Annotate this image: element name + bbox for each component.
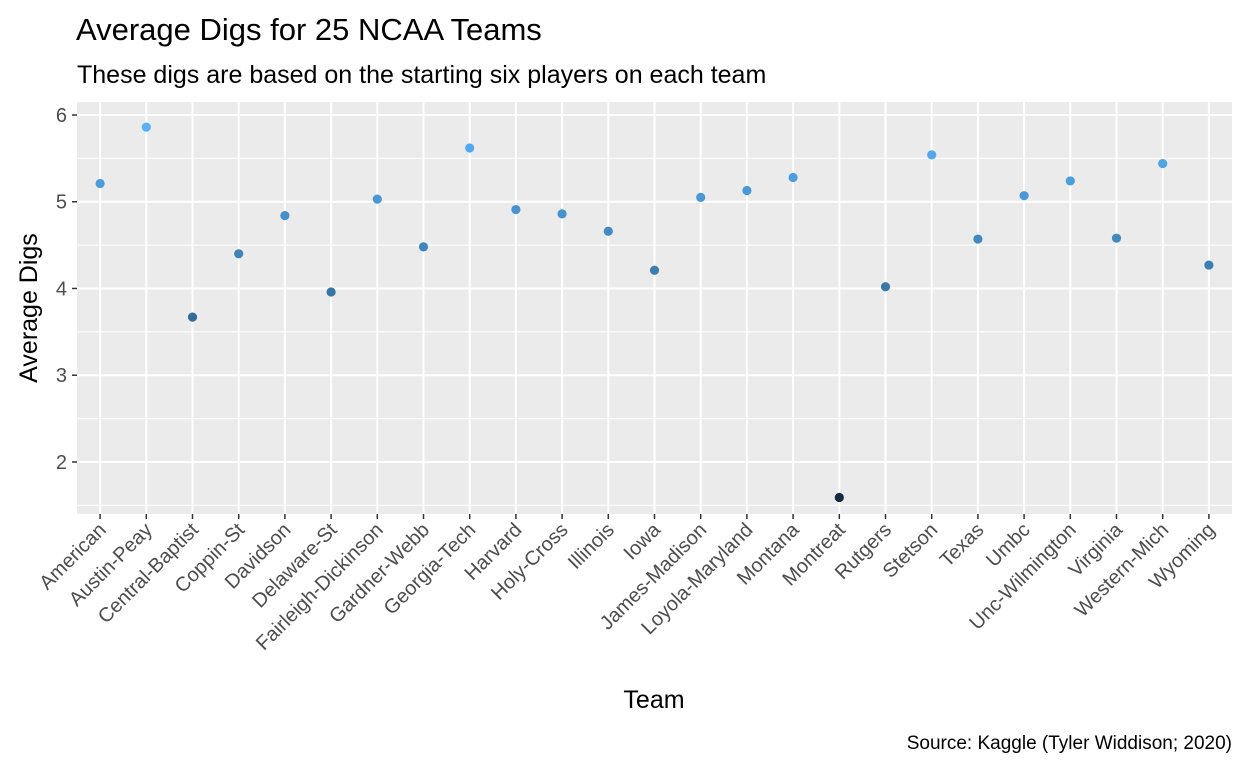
data-points <box>95 122 1214 503</box>
x-tick-label-illinois: Illinois <box>564 519 619 574</box>
point-virginia <box>1111 233 1122 243</box>
y-tick-label-0: 2 <box>56 452 67 474</box>
point-delaware-st <box>326 287 336 297</box>
point-montreat <box>834 492 844 503</box>
point-central-baptist <box>187 312 198 322</box>
point-coppin-st <box>234 249 244 259</box>
chart-caption: Source: Kaggle (Tyler Widdison; 2020) <box>907 733 1232 754</box>
point-montana <box>788 172 798 183</box>
y-tick-label-4: 6 <box>56 105 67 127</box>
point-western-mich <box>1158 158 1168 169</box>
y-tick-label-3: 5 <box>56 192 67 214</box>
point-gardner-webb <box>418 242 429 252</box>
point-rutgers <box>880 282 891 292</box>
point-american <box>95 178 105 189</box>
point-wyoming <box>1204 260 1214 270</box>
point-iowa <box>649 265 660 275</box>
point-loyola-maryland <box>742 185 752 196</box>
x-axis: AmericanAustin-PeayCentral-BaptistCoppin… <box>35 514 1219 655</box>
point-umbc <box>1019 191 1029 201</box>
point-holy-cross <box>557 209 567 219</box>
point-georgia-tech <box>465 143 475 153</box>
point-davidson <box>280 211 290 221</box>
point-unc-wilmington <box>1065 176 1075 186</box>
point-texas <box>973 234 983 244</box>
chart-subtitle: These digs are based on the starting six… <box>77 61 766 89</box>
point-stetson <box>927 150 937 160</box>
y-axis: 2 3 4 5 6 <box>56 105 77 474</box>
major-gridlines <box>77 102 1232 514</box>
y-axis-title: Average Digs <box>15 233 43 383</box>
x-tick-label-texas: Texas <box>936 519 989 572</box>
point-austin-peay <box>141 122 151 132</box>
x-axis-title: Team <box>623 686 684 714</box>
point-illinois <box>603 226 613 236</box>
point-harvard <box>511 204 521 215</box>
chart-title: Average Digs for 25 NCAA Teams <box>76 12 542 47</box>
point-fairleigh-dickinson <box>372 194 382 204</box>
y-tick-label-1: 3 <box>56 365 67 387</box>
point-james-madison <box>696 192 706 203</box>
y-tick-label-2: 4 <box>56 278 67 300</box>
